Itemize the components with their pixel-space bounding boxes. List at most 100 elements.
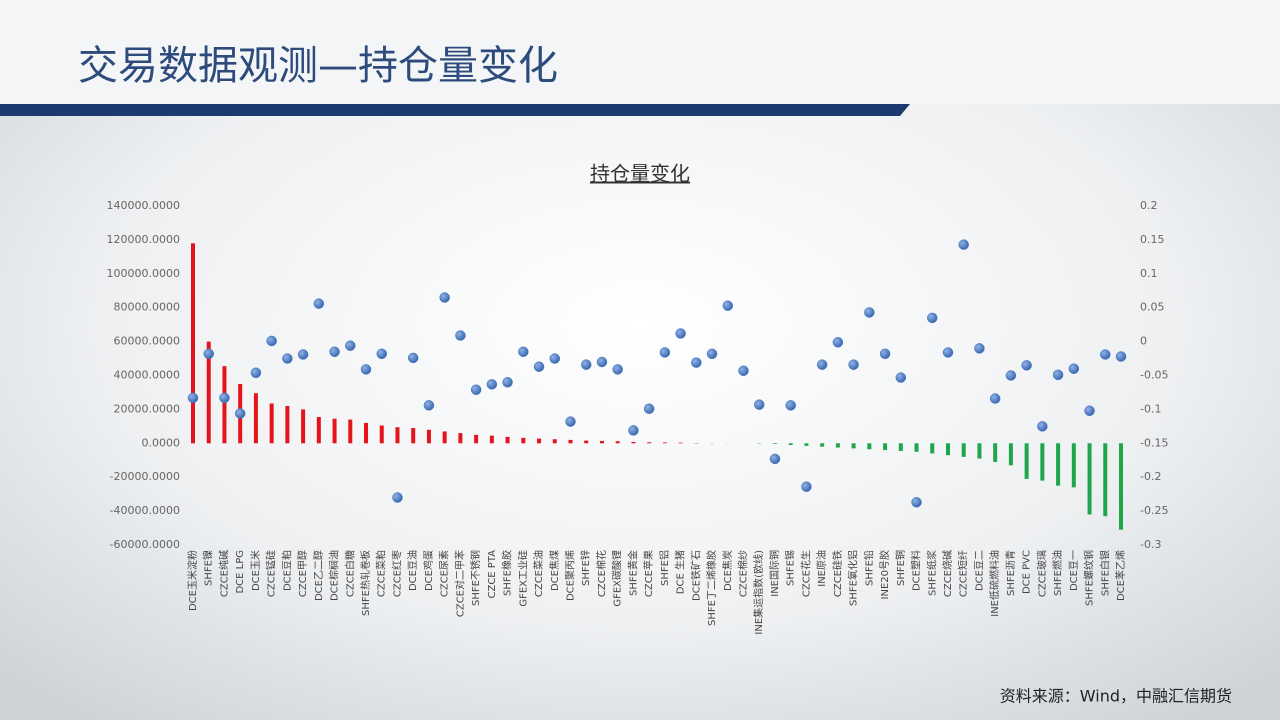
y-tick-label: 40000.0000	[114, 369, 180, 382]
scatter-point	[864, 307, 875, 318]
bar	[961, 443, 966, 457]
scatter-point	[596, 356, 608, 368]
x-tick-label: DCE鸡蛋	[422, 550, 435, 591]
bar	[851, 443, 856, 449]
x-tick-label: SHFE橡胶	[501, 550, 514, 596]
scatter-point	[565, 416, 576, 427]
x-tick-label: CZCE红枣	[390, 550, 403, 597]
y-tick-label: -60000.0000	[110, 538, 180, 551]
bar	[945, 443, 950, 456]
x-tick-label: CZCE玻璃	[1035, 550, 1048, 597]
scatter-point	[628, 425, 639, 436]
bar	[1071, 443, 1076, 488]
x-tick-label: SHFE纸浆	[925, 550, 938, 596]
scatter-point	[816, 359, 828, 370]
scatter-point	[423, 400, 435, 411]
x-tick-label: DCE玉米淀粉	[186, 550, 199, 611]
bar	[285, 406, 290, 444]
scatter-point	[848, 359, 859, 370]
scatter-point	[989, 393, 1001, 404]
scatter-point	[392, 492, 403, 503]
bar	[1087, 443, 1092, 515]
scatter-point	[801, 481, 812, 492]
x-tick-label: DCE棕榈油	[328, 550, 341, 601]
bar	[206, 341, 211, 444]
bar	[521, 437, 526, 444]
x-tick-label: CZCE棉纱	[737, 550, 750, 597]
x-tick-label: CZCE白糖	[343, 550, 356, 597]
scatter-point	[691, 357, 702, 368]
bar	[253, 393, 258, 444]
x-tick-label: INE国际铜	[769, 550, 781, 597]
y-tick-label: -20000.0000	[110, 470, 180, 483]
y2-tick-label: -0.15	[1140, 436, 1168, 449]
bar	[301, 409, 306, 444]
x-tick-label: DCE玉米	[249, 550, 262, 591]
bar	[930, 443, 935, 454]
x-tick-label: DCE塑料	[910, 550, 923, 591]
y2-tick-label: -0.05	[1140, 369, 1168, 382]
scatter-point	[219, 392, 230, 404]
bar	[269, 403, 274, 444]
x-tick-label: SHFE螺纹钢	[1083, 550, 1096, 606]
bar	[1056, 443, 1061, 486]
x-tick-label: SHFE不锈钢	[469, 550, 482, 606]
x-tick-label: DCE豆油	[406, 550, 419, 591]
x-tick-label: DCE豆二	[973, 550, 985, 591]
x-tick-label: CZCE甲醇	[296, 550, 309, 597]
x-tick-label: SHFE热轧卷板	[359, 550, 372, 616]
x-tick-label: CZCE PTA	[487, 550, 498, 599]
scatter-point	[187, 392, 199, 404]
x-tick-label: SHFE镍	[202, 550, 215, 586]
scatter-point	[895, 372, 907, 383]
bar	[537, 438, 542, 444]
bar	[442, 431, 447, 444]
scatter-point	[769, 453, 781, 465]
scatter-point	[518, 346, 529, 358]
x-tick-label: GFEX碳酸锂	[611, 550, 624, 607]
x-tick-label: CZCE短纤	[957, 550, 970, 597]
scatter-point	[1115, 351, 1127, 362]
y2-tick-label: 0.1	[1140, 267, 1158, 280]
x-tick-label: DCE焦煤	[548, 550, 561, 591]
bar	[883, 443, 888, 451]
bar	[552, 439, 557, 444]
scatter-point	[1100, 349, 1111, 360]
x-tick-label: GFEX工业硅	[516, 550, 529, 607]
x-tick-label: CZCE烧碱	[941, 550, 954, 597]
x-tick-label: DCE苯乙烯	[1114, 550, 1127, 601]
bar	[1040, 443, 1045, 481]
y2-tick-label: -0.1	[1140, 402, 1161, 415]
x-tick-label: CZCE菜油	[532, 550, 545, 597]
x-tick-label: DCE LPG	[235, 550, 246, 594]
bar	[348, 419, 353, 444]
bar	[678, 442, 683, 444]
bar	[1119, 443, 1123, 530]
y-tick-label: 20000.0000	[114, 402, 180, 415]
bar	[1024, 443, 1029, 479]
scatter-point	[580, 359, 592, 370]
y2-tick-label: -0.25	[1140, 504, 1168, 517]
bar	[191, 243, 195, 444]
scatter-point	[486, 379, 498, 390]
scatter-point	[722, 300, 734, 311]
bar	[835, 443, 840, 448]
x-tick-label: CZCE尿素	[438, 550, 451, 597]
bar	[316, 417, 321, 444]
x-tick-label: SHFE沥青	[1004, 550, 1017, 596]
scatter-point	[297, 349, 309, 360]
x-tick-label: DCE PVC	[1022, 550, 1033, 594]
x-tick-label: SHFE铅	[862, 550, 875, 586]
scatter-point	[549, 353, 561, 364]
x-tick-label: CZCE苹果	[642, 550, 655, 597]
scatter-point	[1084, 405, 1095, 417]
scatter-point	[329, 346, 340, 358]
scatter-point	[706, 348, 718, 360]
bar	[647, 442, 652, 444]
x-tick-label: CZCE棉花	[595, 550, 608, 597]
scatter-point	[879, 348, 891, 360]
scatter-point	[659, 347, 671, 358]
bar	[820, 443, 825, 447]
